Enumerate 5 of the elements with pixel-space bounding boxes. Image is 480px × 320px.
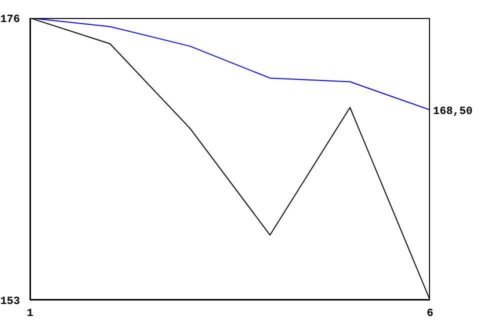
y-tick-label: 176: [0, 14, 20, 26]
data-label: 168,50: [433, 106, 473, 118]
y-tick-label: 153: [0, 296, 20, 308]
x-tick-label: 1: [26, 308, 34, 320]
x-tick-label: 6: [426, 308, 434, 320]
